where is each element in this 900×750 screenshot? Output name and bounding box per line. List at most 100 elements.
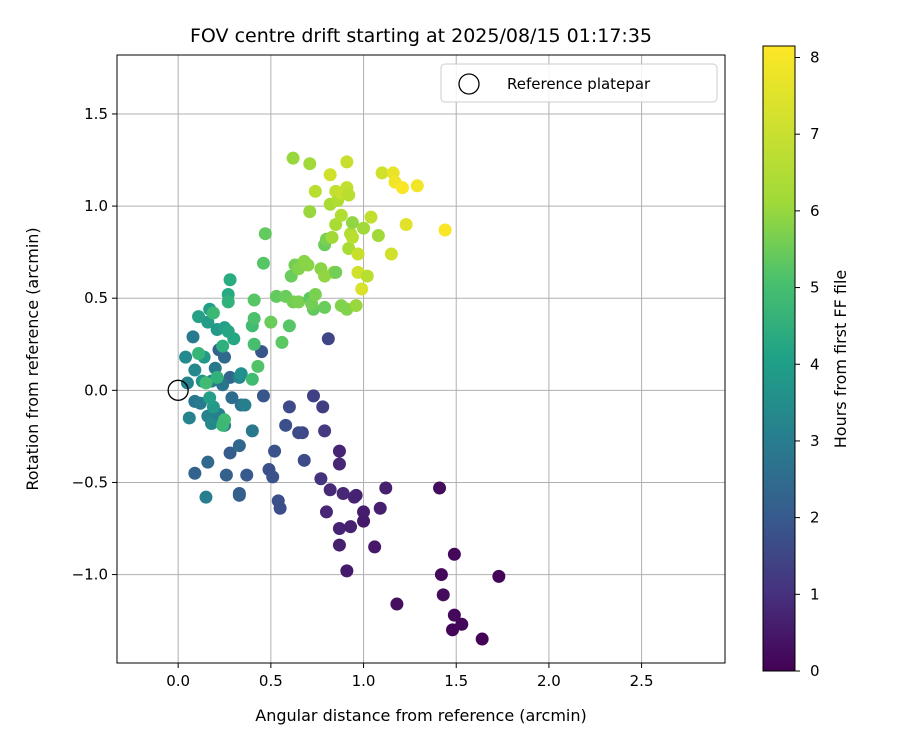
data-point <box>314 472 328 486</box>
data-point <box>319 505 333 519</box>
data-point <box>256 389 270 403</box>
colorbar: 0 1 2 3 4 5 6 7 8 Hours from first FF file <box>762 45 850 680</box>
data-point <box>399 218 413 232</box>
data-point <box>349 299 363 313</box>
data-point <box>180 376 194 390</box>
legend-marker <box>458 73 480 95</box>
data-point <box>438 223 452 237</box>
data-point <box>342 188 356 202</box>
data-point <box>186 330 200 344</box>
data-point <box>364 210 378 224</box>
data-point <box>201 455 215 469</box>
data-point <box>216 418 230 432</box>
data-point <box>321 332 335 346</box>
data-point <box>179 350 193 364</box>
data-point <box>245 372 259 386</box>
data-point <box>282 400 296 414</box>
data-point <box>266 470 280 484</box>
data-point <box>301 258 315 272</box>
data-point <box>340 155 354 169</box>
data-point <box>303 205 317 219</box>
data-point <box>225 391 239 405</box>
y-tick-label: 1.5 <box>84 105 108 123</box>
data-point <box>192 346 206 360</box>
data-point <box>292 295 306 309</box>
data-point <box>323 168 337 182</box>
x-tick-label: 2.0 <box>537 672 561 690</box>
data-point <box>292 426 306 440</box>
data-point <box>368 540 382 554</box>
colorbar-gradient <box>762 45 796 672</box>
data-point <box>205 416 219 430</box>
data-point <box>355 282 369 296</box>
x-tick-label: 1.0 <box>352 672 376 690</box>
data-point <box>247 293 261 307</box>
data-point <box>203 391 217 405</box>
plot-frame <box>116 54 726 664</box>
colorbar-label: Hours from first FF file <box>831 270 850 449</box>
data-point <box>219 468 233 482</box>
data-point <box>188 466 202 480</box>
data-point <box>316 400 330 414</box>
data-point <box>492 569 506 583</box>
y-tick-label: 0.5 <box>84 289 108 307</box>
scatter-points <box>179 151 506 646</box>
data-point <box>357 221 371 235</box>
data-point <box>329 265 343 279</box>
x-axis-label: Angular distance from reference (arcmin) <box>255 706 586 725</box>
data-point <box>410 179 424 193</box>
data-point <box>360 269 374 283</box>
data-point <box>373 501 387 515</box>
data-point <box>433 481 447 495</box>
data-point <box>216 339 230 353</box>
data-point <box>349 488 363 502</box>
y-tick-label: 1.0 <box>84 197 108 215</box>
data-point <box>264 315 278 329</box>
data-point <box>273 501 287 515</box>
data-point <box>308 184 322 198</box>
data-point <box>332 538 346 552</box>
data-point <box>247 337 261 351</box>
data-point <box>182 411 196 425</box>
data-point <box>447 547 461 561</box>
data-point <box>332 444 346 458</box>
colorbar-tick-label: 3 <box>810 432 820 450</box>
colorbar-tick-label: 0 <box>810 662 820 680</box>
data-point <box>240 468 254 482</box>
data-point <box>227 332 241 346</box>
y-tick-label: −0.5 <box>72 473 108 491</box>
grid <box>117 55 725 663</box>
data-point <box>436 588 450 602</box>
data-point <box>251 359 265 373</box>
data-point <box>306 389 320 403</box>
colorbar-tick-label: 2 <box>810 509 820 527</box>
colorbar-tick-label: 1 <box>810 585 820 603</box>
data-point <box>268 444 282 458</box>
data-point <box>351 247 365 261</box>
data-point <box>303 157 317 171</box>
data-point <box>221 295 235 309</box>
legend-entry: Reference platepar <box>507 75 651 93</box>
data-point <box>245 424 259 438</box>
data-point <box>279 418 293 432</box>
data-point <box>434 568 448 582</box>
data-point <box>455 617 469 631</box>
data-point <box>357 514 371 528</box>
legend-box <box>440 63 718 103</box>
data-point <box>232 488 246 502</box>
data-point <box>332 457 346 471</box>
data-point <box>344 520 358 534</box>
colorbar-ticks: 0 1 2 3 4 5 6 7 8 <box>795 49 820 680</box>
data-point <box>308 288 322 302</box>
data-point <box>345 216 359 230</box>
data-point <box>297 453 311 467</box>
data-point <box>318 424 332 438</box>
legend: Reference platepar <box>440 63 718 103</box>
data-point <box>258 227 272 241</box>
data-point <box>384 247 398 261</box>
data-point <box>395 181 409 195</box>
data-point <box>390 597 404 611</box>
data-point <box>256 256 270 270</box>
x-axis-ticks: 0.0 0.5 1.0 1.5 2.0 2.5 <box>166 663 654 690</box>
